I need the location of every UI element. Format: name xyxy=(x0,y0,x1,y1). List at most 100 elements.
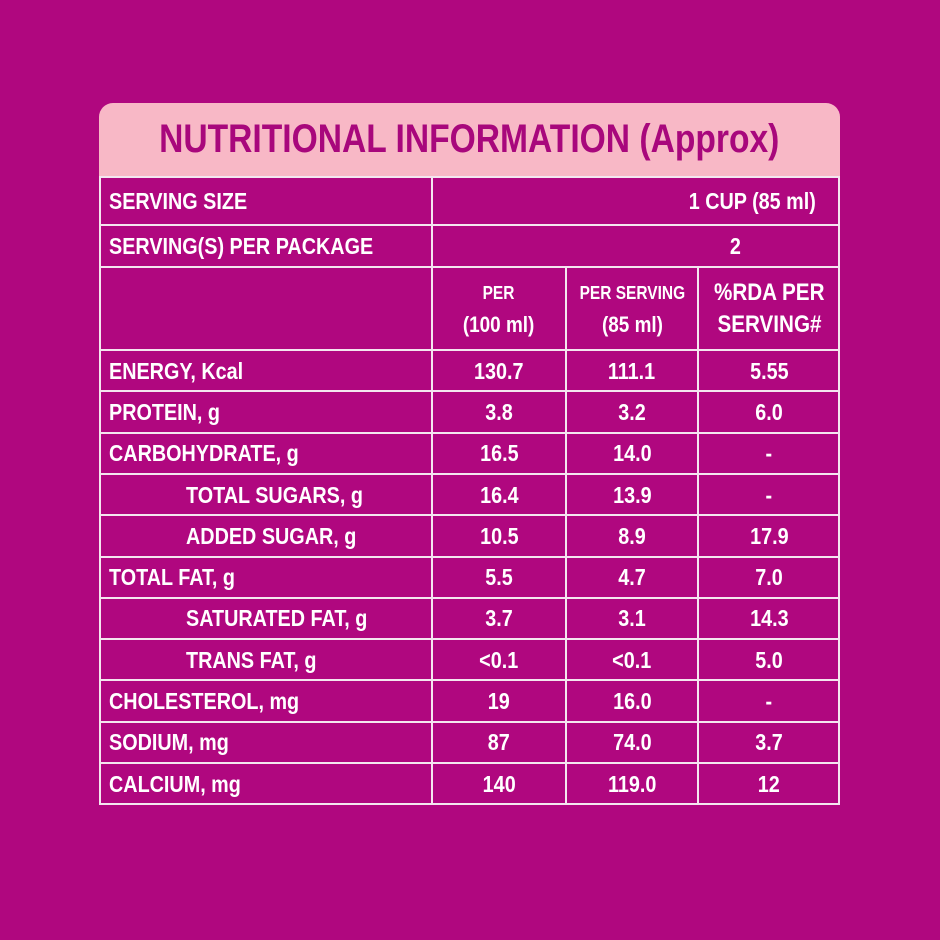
border xyxy=(99,177,101,804)
nutrient-value: 119.0 xyxy=(566,771,698,797)
nutrient-value-text: - xyxy=(765,481,773,508)
serving-size-value-text: 1 CUP (85 ml) xyxy=(688,188,816,214)
column-header-text: %RDA PER xyxy=(713,279,825,306)
column-header: (100 ml) xyxy=(432,310,566,340)
row-line xyxy=(99,472,840,475)
nutrient-value-text: 10.5 xyxy=(479,522,519,549)
nutrient-name: SATURATED FAT, g xyxy=(186,605,397,631)
nutrient-value: 3.7 xyxy=(432,605,566,631)
nutrient-value-text: 119.0 xyxy=(607,770,657,797)
nutrient-value-text: 13.9 xyxy=(612,481,652,508)
nutrient-value-text: - xyxy=(765,688,773,715)
column-header-text: PER SERVING xyxy=(579,283,685,303)
servings-value-text: 2 xyxy=(729,233,741,259)
nutrient-name-text: SATURATED FAT, g xyxy=(186,605,368,632)
column-header: %RDA PER xyxy=(698,278,840,308)
nutrient-name-text: CHOLESTEROL, mg xyxy=(109,688,300,715)
nutrient-value-text: 3.7 xyxy=(485,605,513,632)
nutrient-value: 16.5 xyxy=(432,440,566,466)
nutrient-value: 5.5 xyxy=(432,564,566,590)
row-line xyxy=(99,224,840,226)
nutrient-value-text: 4.7 xyxy=(618,564,646,591)
row-line xyxy=(99,431,840,434)
nutrient-value-text: <0.1 xyxy=(612,646,652,673)
nutrient-name: CARBOHYDRATE, g xyxy=(109,440,330,466)
servings-label: SERVING(S) PER PACKAGE xyxy=(109,233,416,259)
row-line xyxy=(99,390,840,393)
col-line xyxy=(431,177,433,804)
nutrient-name-text: TOTAL SUGARS, g xyxy=(186,481,363,508)
title: NUTRITIONAL INFORMATION (Approx) xyxy=(99,117,840,162)
servings-value: 2 xyxy=(665,233,805,259)
nutrient-value-text: 3.2 xyxy=(618,398,646,425)
nutrient-value: 19 xyxy=(432,688,566,714)
nutrient-value: 16.0 xyxy=(566,688,698,714)
column-header: PER SERVING xyxy=(566,278,698,308)
nutrient-value: 10.5 xyxy=(432,523,566,549)
nutrition-card: NUTRITIONAL INFORMATION (Approx) SERVING… xyxy=(99,103,840,805)
col-line xyxy=(697,267,699,804)
column-header-text: (100 ml) xyxy=(463,312,535,337)
nutrient-name-text: ENERGY, Kcal xyxy=(109,357,244,384)
nutrient-value: 4.7 xyxy=(566,564,698,590)
row-line xyxy=(99,514,840,517)
column-header: (85 ml) xyxy=(566,310,698,340)
nutrient-name: TRANS FAT, g xyxy=(186,647,338,673)
nutrient-name: ENERGY, Kcal xyxy=(109,358,265,384)
nutrient-value-text: 3.8 xyxy=(485,398,513,425)
column-header-text: (85 ml) xyxy=(601,312,663,337)
nutrient-value: 13.9 xyxy=(566,482,698,508)
nutrient-value-text: 16.5 xyxy=(479,440,519,467)
row-line xyxy=(99,762,840,764)
serving-size-label-text: SERVING SIZE xyxy=(109,188,248,214)
nutrient-name: CHOLESTEROL, mg xyxy=(109,688,330,714)
serving-size-label: SERVING SIZE xyxy=(109,188,270,214)
nutrient-value: 17.9 xyxy=(698,523,840,549)
nutrient-value-text: 74.0 xyxy=(612,729,652,756)
nutrient-value: 8.9 xyxy=(566,523,698,549)
nutrient-value: 14.3 xyxy=(698,605,840,631)
nutrient-value-text: 3.7 xyxy=(755,729,783,756)
nutrient-value-text: 7.0 xyxy=(755,564,783,591)
nutrient-name-text: CARBOHYDRATE, g xyxy=(109,440,299,467)
nutrient-value: 130.7 xyxy=(432,358,566,384)
nutrient-value: 3.2 xyxy=(566,399,698,425)
row-line xyxy=(99,803,840,805)
nutrient-value-text: 14.0 xyxy=(612,440,652,467)
nutrient-value: 6.0 xyxy=(698,399,840,425)
nutrient-value: <0.1 xyxy=(432,647,566,673)
row-line xyxy=(99,176,840,178)
nutrient-value-text: 16.0 xyxy=(612,688,652,715)
nutrient-name-text: SODIUM, mg xyxy=(109,729,229,756)
column-header-text: SERVING# xyxy=(716,311,822,338)
nutrient-value-text: 111.1 xyxy=(608,357,656,384)
nutrient-value: 12 xyxy=(698,771,840,797)
title-text: NUTRITIONAL INFORMATION (Approx) xyxy=(159,117,780,161)
serving-size-value: 1 CUP (85 ml) xyxy=(668,188,816,214)
nutrient-value: 16.4 xyxy=(432,482,566,508)
nutrient-value-text: 12 xyxy=(757,770,781,797)
nutrient-name: SODIUM, mg xyxy=(109,729,248,755)
nutrient-value-text: 130.7 xyxy=(474,357,524,384)
row-line xyxy=(99,349,840,351)
row-line xyxy=(99,638,840,641)
nutrient-value-text: 3.1 xyxy=(618,605,646,632)
nutrient-name: ADDED SUGAR, g xyxy=(186,523,384,549)
row-line xyxy=(99,679,840,682)
nutrient-value: 87 xyxy=(432,729,566,755)
nutrient-value: 3.8 xyxy=(432,399,566,425)
nutrient-value: - xyxy=(698,482,840,508)
nutrient-value-text: 5.55 xyxy=(749,357,789,384)
nutrient-value-text: 5.0 xyxy=(755,646,783,673)
nutrient-name: PROTEIN, g xyxy=(109,399,238,425)
border xyxy=(838,177,840,804)
nutrient-value-text: - xyxy=(765,440,773,467)
nutrient-value: - xyxy=(698,440,840,466)
nutrient-value: 140 xyxy=(432,771,566,797)
nutrient-value-text: 87 xyxy=(487,729,511,756)
nutrient-name-text: PROTEIN, g xyxy=(109,398,220,425)
nutrient-value-text: 19 xyxy=(487,688,511,715)
header: NUTRITIONAL INFORMATION (Approx) xyxy=(99,103,840,177)
row-line xyxy=(99,266,840,268)
